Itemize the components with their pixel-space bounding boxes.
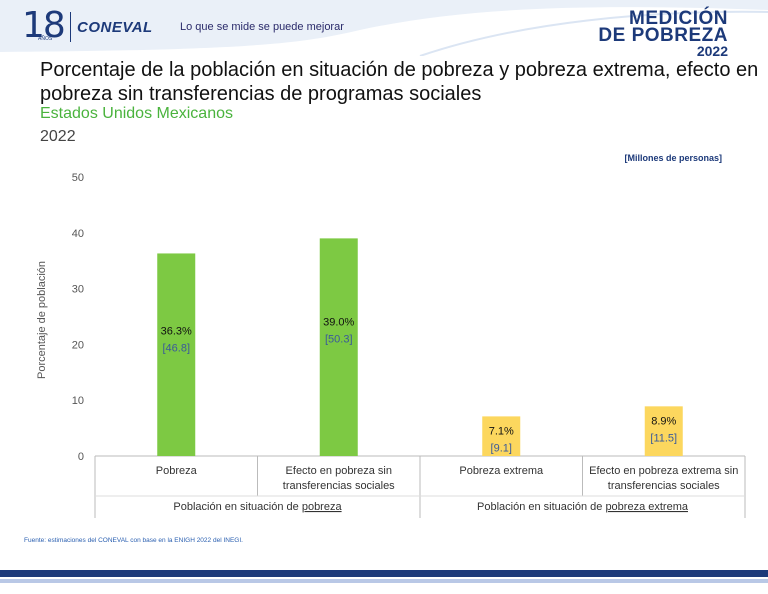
header-swoosh <box>0 0 768 56</box>
coneval-logo: CONEVAL <box>77 19 153 36</box>
bar <box>157 253 196 456</box>
logo-divider <box>70 12 71 42</box>
logo-18-anios: 18 <box>22 5 66 46</box>
brand-year: 2022 <box>696 43 728 59</box>
bar-value-label: 36.3% <box>161 325 192 337</box>
chart-year: 2022 <box>40 128 76 145</box>
bar-value-label: 39.0% <box>323 316 354 328</box>
logo-anios-text: AÑOS <box>38 36 53 42</box>
y-tick-label: 50 <box>72 172 84 184</box>
y-tick-label: 20 <box>72 339 84 351</box>
header: 18 AÑOS CONEVAL Lo que se mide se puede … <box>0 0 768 60</box>
group-label-prefix: Población en situación de <box>477 501 605 513</box>
category-label: Efecto en pobreza extrema sin <box>589 465 738 477</box>
category-label: Pobreza extrema <box>459 465 544 477</box>
units-note: [Millones de personas] <box>624 153 722 163</box>
bar-chart: [Millones de personas] 0 10 20 30 40 50 Porcent… <box>36 153 746 518</box>
category-label: Pobreza <box>156 465 198 477</box>
group-label: Población en situación de pobreza extrem… <box>477 501 689 513</box>
brand-line-1: MEDICIÓN <box>629 8 728 29</box>
bar <box>644 406 683 456</box>
footer-bar <box>0 570 768 577</box>
source-note: Fuente: estimaciones del CONEVAL con bas… <box>24 537 243 544</box>
group-label-emphasis: pobreza extrema <box>605 501 688 513</box>
bar <box>319 238 358 456</box>
tagline: Lo que se mide se puede mejorar <box>180 21 344 33</box>
y-axis-label: Porcentaje de población <box>36 261 48 379</box>
y-tick-label: 0 <box>78 451 84 463</box>
y-tick-label: 10 <box>72 395 84 407</box>
bar-millions-label: [46.8] <box>162 342 190 354</box>
footer-bar-light <box>0 579 768 583</box>
bar <box>482 416 521 456</box>
category-label: Efecto en pobreza sin <box>286 465 392 477</box>
brand-line-2: DE POBREZA <box>598 25 728 46</box>
group-label: Población en situación de pobreza <box>173 501 342 513</box>
bar-value-label: 7.1% <box>489 425 514 437</box>
category-label-line2: transferencias sociales <box>608 480 720 492</box>
chart-title: Porcentaje de la población en situación … <box>40 59 759 105</box>
medicion-pobreza-logo: MEDICIÓN DE POBREZA 2022 <box>598 8 728 59</box>
category-label-line2: transferencias sociales <box>283 480 395 492</box>
y-tick-label: 40 <box>72 228 84 240</box>
group-label-prefix: Población en situación de <box>173 501 301 513</box>
chart-subtitle: Estados Unidos Mexicanos <box>40 105 233 122</box>
bar-value-label: 8.9% <box>651 415 676 427</box>
y-tick-label: 30 <box>72 284 84 296</box>
bar-millions-label: [50.3] <box>325 333 353 345</box>
group-label-emphasis: pobreza <box>302 501 343 513</box>
bar-millions-label: [11.5] <box>650 432 677 444</box>
bar-millions-label: [9.1] <box>491 442 512 454</box>
